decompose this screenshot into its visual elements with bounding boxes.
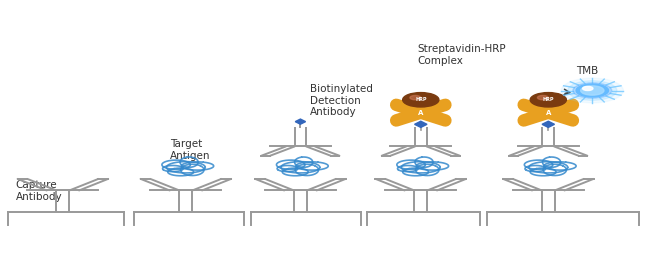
Circle shape xyxy=(567,81,617,100)
Circle shape xyxy=(561,78,623,103)
Circle shape xyxy=(538,95,549,100)
Circle shape xyxy=(410,95,421,100)
Text: Biotinylated
Detection
Antibody: Biotinylated Detection Antibody xyxy=(310,84,373,117)
Circle shape xyxy=(573,83,612,98)
Text: A: A xyxy=(418,110,424,116)
Polygon shape xyxy=(295,119,306,124)
Text: Capture
Antibody: Capture Antibody xyxy=(16,180,62,202)
Polygon shape xyxy=(415,121,427,127)
Text: TMB: TMB xyxy=(576,66,599,76)
Circle shape xyxy=(402,93,439,107)
Circle shape xyxy=(582,86,593,90)
Polygon shape xyxy=(542,121,554,127)
Circle shape xyxy=(576,84,608,97)
Circle shape xyxy=(530,93,566,107)
Text: Streptavidin-HRP
Complex: Streptavidin-HRP Complex xyxy=(417,44,506,66)
Circle shape xyxy=(580,86,604,95)
Text: A: A xyxy=(545,110,551,116)
Text: HRP: HRP xyxy=(543,97,554,102)
Text: HRP: HRP xyxy=(415,97,426,102)
Text: Target
Antigen: Target Antigen xyxy=(170,139,210,161)
